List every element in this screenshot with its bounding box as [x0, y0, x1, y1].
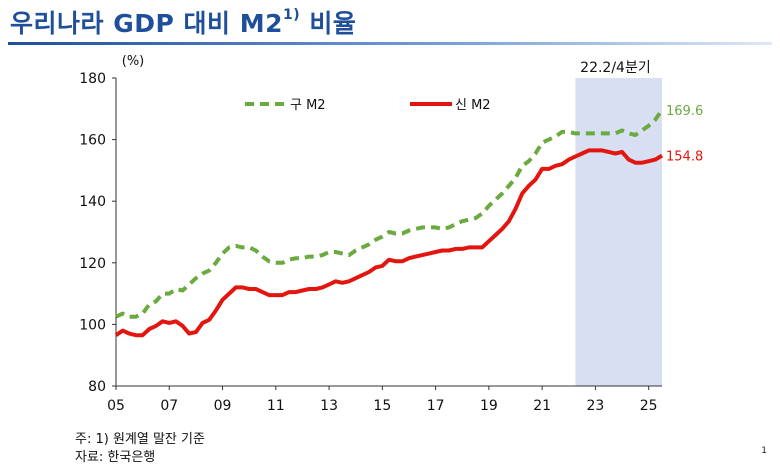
footnote-basis: 주: 1) 원계열 말잔 기준 [75, 432, 205, 447]
legend-label-2: 신 M2 [455, 98, 491, 113]
footnote-source: 자료: 한국은행 [75, 450, 156, 465]
series-end-label-1: 169.6 [666, 104, 703, 119]
y-tick-label: 160 [79, 133, 106, 149]
series-line-2 [114, 148, 664, 338]
series-end-label-2: 154.8 [666, 150, 703, 165]
y-tick-label: 180 [79, 71, 106, 87]
title-underline [8, 42, 772, 45]
x-tick-label: 25 [640, 398, 658, 414]
x-tick-label: 17 [427, 398, 445, 414]
x-tick-label: 05 [107, 398, 125, 414]
page-title: 우리나라 GDP 대비 M21) 비율 [10, 4, 356, 40]
legend-label-1: 구 M2 [290, 98, 326, 113]
x-tick-label: 21 [533, 398, 551, 414]
shaded-region-label: 22.2/4분기 [580, 60, 651, 76]
x-tick-label: 19 [480, 398, 498, 414]
x-tick-label: 15 [373, 398, 391, 414]
title-footnote-marker: 1) [282, 6, 301, 23]
x-tick-label: 11 [267, 398, 285, 414]
y-tick-label: 120 [79, 256, 106, 272]
y-unit-label: (%) [122, 54, 145, 69]
x-tick-label: 07 [160, 398, 178, 414]
x-tick-label: 23 [587, 398, 605, 414]
series-line-1 [115, 108, 664, 319]
page-number: 1 [761, 446, 767, 456]
y-tick-label: 100 [79, 317, 106, 333]
shaded-region [575, 78, 662, 386]
y-tick-label: 140 [79, 194, 106, 210]
x-tick-label: 13 [320, 398, 338, 414]
title-suffix: 비율 [300, 9, 357, 38]
x-tick-label: 09 [214, 398, 232, 414]
title-main: 우리나라 GDP 대비 M2 [10, 9, 283, 38]
y-tick-label: 80 [88, 379, 106, 395]
